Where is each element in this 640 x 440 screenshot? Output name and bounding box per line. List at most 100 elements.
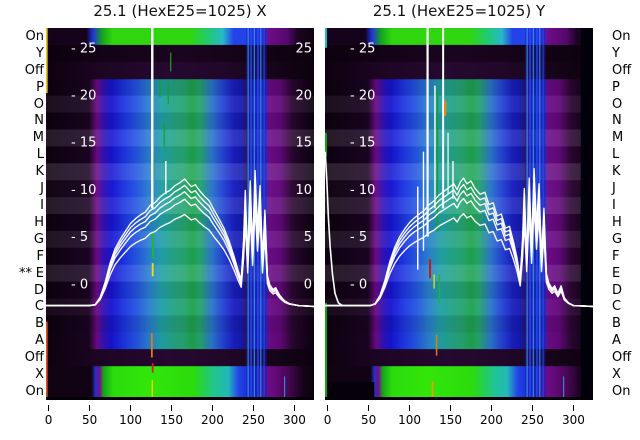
heatmap-panel-x: - 25 25 - 20 20 - 15 15 - 10 10 - 5 5 - 0 0	[46, 28, 314, 400]
x-tick-label: 250	[241, 413, 265, 427]
row-label: Y	[36, 45, 44, 61]
x-tick-mark	[211, 405, 213, 411]
x-tick-mark	[327, 405, 329, 411]
svg-text:- 0: - 0	[71, 277, 88, 292]
row-label: O	[33, 96, 44, 112]
svg-text:15: 15	[295, 136, 312, 151]
x-tick-label: 200	[201, 413, 224, 427]
row-label: H	[34, 214, 44, 230]
x-tick-label: 300	[561, 413, 585, 427]
x-tick-mark	[490, 405, 492, 411]
left-panel-title: 25.1 (HexE25=1025) X	[93, 2, 267, 20]
highlight-marker: **	[19, 265, 32, 281]
x-tick-mark	[48, 405, 50, 411]
svg-text:- 20: - 20	[71, 89, 96, 104]
row-label: N	[34, 113, 44, 129]
row-label: M	[612, 130, 624, 146]
x-tick-label: 100	[398, 413, 421, 427]
row-label: X	[35, 367, 44, 383]
row-label: Off	[24, 350, 44, 366]
svg-text:25: 25	[295, 41, 312, 56]
right-panel-title: 25.1 (HexE25=1025) Y	[372, 2, 546, 20]
row-label: L	[36, 147, 44, 163]
row-label: O	[612, 96, 623, 112]
row-label: C	[34, 299, 44, 315]
svg-text:- 10: - 10	[350, 183, 375, 198]
svg-text:- 25: - 25	[71, 41, 96, 56]
row-label: Off	[612, 62, 632, 78]
row-label: A	[612, 333, 621, 349]
svg-text:0: 0	[304, 277, 312, 292]
row-label: I	[40, 198, 44, 214]
row-label: N	[612, 113, 622, 129]
x-tick-label: 250	[520, 413, 544, 427]
svg-text:5: 5	[304, 230, 312, 245]
row-label: Off	[24, 62, 44, 78]
x-tick-mark	[409, 405, 411, 411]
svg-text:10: 10	[295, 183, 312, 198]
row-label: J	[40, 181, 44, 197]
row-label: K	[35, 164, 44, 180]
row-label: D	[612, 282, 623, 298]
row-label: On	[612, 28, 631, 44]
x-tick-mark	[368, 405, 370, 411]
row-label: D	[33, 282, 44, 298]
row-label: B	[612, 316, 621, 332]
x-tick-mark	[531, 405, 533, 411]
row-label: P	[612, 79, 620, 95]
row-label: J	[612, 181, 616, 197]
row-labels-left: On Y Off P O N M L K J I H G F E D C B A Off X On	[0, 28, 44, 400]
x-tick-mark	[171, 405, 173, 411]
row-label: A	[35, 333, 44, 349]
x-tick-mark	[252, 405, 254, 411]
row-label: G	[612, 231, 623, 247]
row-label: C	[612, 299, 622, 315]
row-label: B	[35, 316, 44, 332]
svg-text:- 10: - 10	[71, 183, 96, 198]
x-tick-label: 50	[360, 413, 377, 427]
row-label: Off	[612, 350, 632, 366]
row-label: F	[612, 248, 620, 264]
x-tick-mark	[293, 405, 295, 411]
svg-text:- 0: - 0	[350, 277, 367, 292]
x-tick-label: 50	[81, 413, 98, 427]
row-label: E	[612, 265, 621, 281]
row-label: F	[36, 248, 44, 264]
svg-text:- 5: - 5	[71, 230, 88, 245]
row-label: G	[33, 231, 44, 247]
svg-text:- 20: - 20	[350, 89, 375, 104]
row-label: M	[32, 130, 44, 146]
row-label: On	[612, 384, 631, 400]
row-label: X	[612, 367, 621, 383]
svg-text:- 15: - 15	[350, 136, 375, 151]
svg-text:- 5: - 5	[350, 230, 367, 245]
row-label: E	[35, 265, 44, 281]
row-label: On	[25, 384, 44, 400]
x-axis-left: 0 50 100 150 200 250 300	[45, 400, 314, 432]
row-label: I	[612, 198, 616, 214]
x-tick-label: 0	[44, 413, 53, 427]
x-tick-label: 150	[160, 413, 183, 427]
x-tick-label: 100	[119, 413, 142, 427]
row-label: H	[612, 214, 622, 230]
x-tick-mark	[89, 405, 91, 411]
row-label: K	[612, 164, 621, 180]
x-tick-label: 0	[323, 413, 332, 427]
x-tick-label: 150	[439, 413, 462, 427]
row-label: Y	[612, 45, 620, 61]
row-label: L	[612, 147, 620, 163]
x-axis-right: 0 50 100 150 200 250 300	[324, 400, 593, 432]
x-tick-label: 200	[480, 413, 503, 427]
svg-text:- 25: - 25	[350, 41, 375, 56]
row-label: On	[25, 28, 44, 44]
svg-text:- 15: - 15	[71, 136, 96, 151]
x-tick-mark	[450, 405, 452, 411]
x-tick-mark	[130, 405, 132, 411]
row-label: P	[36, 79, 44, 95]
svg-text:20: 20	[295, 89, 312, 104]
x-tick-label: 300	[282, 413, 306, 427]
row-labels-right: On Y Off P O N M L K J I H G F E D C B A Off X On	[612, 28, 640, 400]
heatmap-panel-y: - 25 - 20 - 15 - 10 - 5 - 0	[325, 28, 593, 400]
x-tick-mark	[572, 405, 574, 411]
